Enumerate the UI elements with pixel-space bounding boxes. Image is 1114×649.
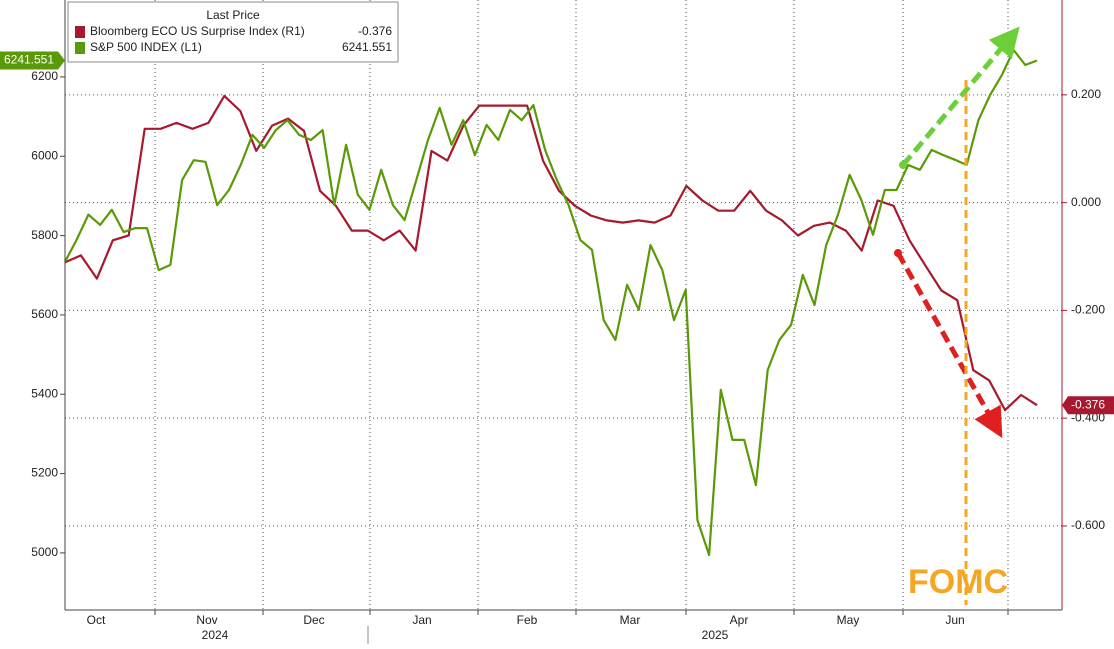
y-tick-label: 5600 [31, 307, 58, 321]
y2-tick-label: 0.200 [1071, 87, 1101, 101]
series-line [64, 48, 1038, 556]
year-label: 2025 [702, 628, 729, 642]
y-tick-label: 5200 [31, 466, 58, 480]
last-value-label: -0.376 [1071, 397, 1105, 411]
y-tick-label: 6200 [31, 69, 58, 83]
arrow-start [894, 249, 902, 257]
x-tick-label: Dec [303, 613, 324, 627]
x-tick-label: May [837, 613, 860, 627]
last-value-label: 6241.551 [4, 53, 54, 67]
legend-label: S&P 500 INDEX (L1) [90, 40, 202, 54]
legend-value: 6241.551 [342, 40, 392, 54]
y2-tick-label: -0.200 [1071, 303, 1105, 317]
y2-tick-label: -0.600 [1071, 518, 1105, 532]
x-tick-label: Apr [730, 613, 749, 627]
series-line [64, 94, 1038, 412]
y2-tick-label: 0.000 [1071, 195, 1101, 209]
last-value-badge [0, 51, 65, 70]
y-tick-label: 6000 [31, 148, 58, 162]
y-tick-label: 5400 [31, 386, 58, 400]
year-label: 2024 [202, 628, 229, 642]
x-tick-label: Oct [87, 613, 106, 627]
x-tick-label: Jan [412, 613, 431, 627]
legend-label: Bloomberg ECO US Surprise Index (R1) [90, 24, 305, 38]
up-arrow [901, 26, 1020, 167]
last-value-badge [1062, 396, 1114, 415]
y-tick-label: 5000 [31, 545, 58, 559]
down-arrow [895, 251, 1003, 439]
legend-swatch [75, 26, 85, 38]
legend-value: -0.376 [358, 24, 392, 38]
fomc-label: FOMC [908, 563, 1008, 601]
x-tick-label: Feb [517, 613, 538, 627]
arrow-start [899, 161, 907, 169]
y-tick-label: 5800 [31, 228, 58, 242]
legend-title: Last Price [206, 8, 260, 22]
x-tick-label: Mar [620, 613, 641, 627]
x-tick-label: Nov [196, 613, 217, 627]
x-tick-label: Jun [945, 613, 964, 627]
legend [67, 1, 399, 63]
legend-swatch [75, 42, 85, 54]
